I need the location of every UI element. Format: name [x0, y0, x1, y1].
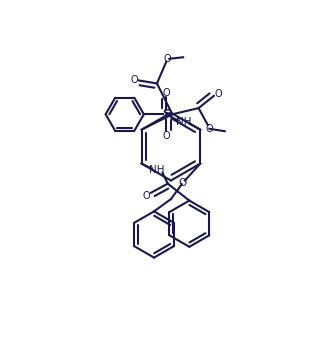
Text: O: O — [206, 124, 213, 134]
Text: O: O — [215, 89, 222, 99]
Text: O: O — [130, 76, 138, 85]
Text: O: O — [142, 191, 150, 201]
Text: S: S — [162, 109, 170, 119]
Text: O: O — [163, 88, 170, 98]
Text: O: O — [163, 131, 170, 141]
Text: NH: NH — [176, 117, 191, 127]
Text: O: O — [164, 54, 172, 64]
Text: NH: NH — [149, 165, 165, 175]
Text: O: O — [178, 178, 187, 188]
